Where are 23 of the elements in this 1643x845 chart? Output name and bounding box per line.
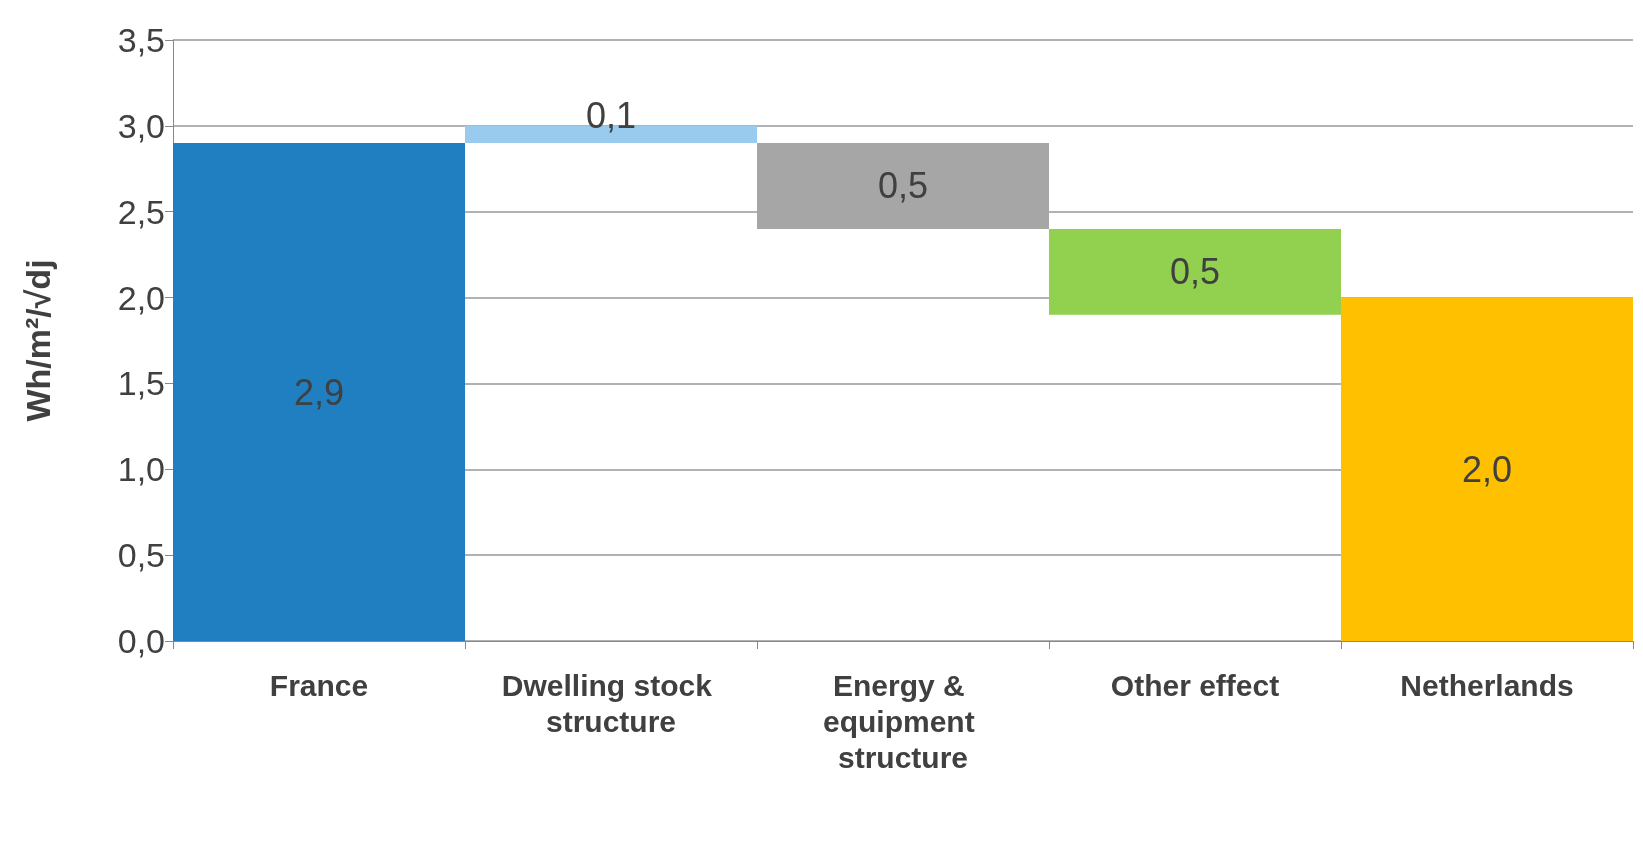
x-tick-label: France	[269, 668, 369, 702]
bar	[757, 143, 1049, 229]
x-tick-label: Dwelling stock structure	[501, 668, 721, 738]
y-tick-label: 0,0	[117, 622, 165, 660]
bar	[173, 143, 465, 641]
x-tick-label: Other effect	[1110, 668, 1280, 702]
y-tick-label: 2,5	[117, 192, 165, 231]
y-tick-label: 2,0	[117, 278, 165, 317]
data-label: 2,0	[1461, 448, 1513, 490]
x-tick-label: Netherlands	[1400, 668, 1574, 702]
bar	[1049, 228, 1341, 315]
y-tick-label: 0,5	[117, 536, 165, 575]
y-tick-label: 3,5	[117, 21, 165, 59]
y-tick-label: 1,5	[117, 364, 165, 403]
x-tick-label: Energy & equipment structure	[822, 668, 984, 774]
data-label: 0,5	[877, 165, 929, 207]
bar	[1341, 297, 1633, 641]
y-tick-label: 3,0	[117, 106, 165, 145]
data-label: 2,9	[293, 371, 345, 413]
data-label: 0,5	[1169, 251, 1221, 293]
data-label: 0,1	[585, 95, 637, 137]
y-tick-label: 1,0	[117, 450, 165, 489]
y-axis-title: Wh/m²/√dj	[19, 259, 57, 422]
